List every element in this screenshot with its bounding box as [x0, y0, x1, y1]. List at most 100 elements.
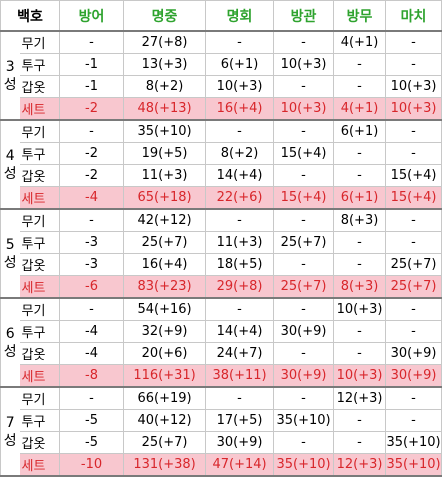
value-cell: 30(+9)	[385, 364, 442, 388]
value-cell: -	[385, 320, 442, 343]
set-total-row: 세트 -10 131(+38) 47(+14) 35(+10) 12(+3) 35(+10)	[1, 453, 442, 477]
table-body: 3 성 무기 -27(+8) - -4(+1) - 투구 -1 13(+3) 6(+1) 10(+3)…	[0, 30, 442, 477]
item-name-cell: 갑옷	[19, 164, 61, 187]
value-cell: 27(+8)	[123, 30, 207, 54]
header-cell-accuracy: 명중	[123, 0, 207, 32]
value-cell: -	[273, 75, 335, 98]
value-cell: 30(+9)	[385, 342, 442, 365]
value-cell: 11(+3)	[123, 164, 207, 187]
item-name-cell: 무기	[19, 30, 61, 54]
value-cell: -	[59, 386, 125, 410]
value-cell: -	[385, 142, 442, 165]
value-cell: -	[273, 253, 335, 276]
value-cell: -	[333, 231, 387, 254]
value-cell: -	[205, 208, 275, 232]
star-level-suffix: 성	[3, 254, 17, 271]
value-cell: -	[59, 119, 125, 143]
value-cell: 20(+6)	[123, 342, 207, 365]
value-cell: 32(+9)	[123, 320, 207, 343]
value-cell: 6(+1)	[205, 53, 275, 76]
value-cell: -1	[59, 53, 125, 76]
table-row: 투구 -4 32(+9) 14(+4) 30(+9) - -	[1, 320, 442, 343]
table-row: 갑옷 -5 25(+7) 30(+9) - -35(+10)	[1, 431, 442, 454]
item-name-cell: 세트	[19, 364, 61, 388]
table-row: 3 성 무기 -27(+8) - -4(+1) -	[0, 30, 442, 121]
value-cell: -	[333, 53, 387, 76]
item-name-cell: 투구	[19, 142, 61, 165]
value-cell: -	[59, 30, 125, 54]
value-cell: 38(+11)	[205, 364, 275, 388]
value-cell: 25(+7)	[123, 431, 207, 454]
item-name-cell: 세트	[19, 275, 61, 299]
star-level-number: 4	[5, 147, 15, 164]
value-cell: -	[385, 231, 442, 254]
star-level-number: 5	[5, 236, 15, 253]
set-total-row: 세트 -4 65(+18) 22(+6) 15(+4) 6(+1) 15(+4)	[1, 186, 442, 210]
value-cell: -6	[59, 275, 125, 299]
item-name-cell: 갑옷	[19, 253, 61, 276]
value-cell: 10(+3)	[333, 364, 387, 388]
item-name-cell: 무기	[19, 297, 61, 321]
table-row: 6 성 무기 -54(+16) - -10(+3) -	[0, 297, 442, 388]
value-cell: 54(+16)	[123, 297, 207, 321]
value-cell: -5	[59, 409, 125, 432]
value-cell: 10(+3)	[205, 75, 275, 98]
value-cell: -	[333, 342, 387, 365]
value-cell: 13(+3)	[123, 53, 207, 76]
set-total-row: 세트 -6 83(+23) 29(+8) 25(+7) 8(+3) 25(+7)	[1, 275, 442, 299]
set-total-row: 세트 -8 116(+31) 38(+11) 30(+9) 10(+3) 30(+9)	[1, 364, 442, 388]
value-cell: 16(+4)	[123, 253, 207, 276]
value-cell: -	[205, 119, 275, 143]
header-cell-evasion: 명회	[205, 0, 275, 32]
value-cell: -4	[59, 342, 125, 365]
value-cell: -	[333, 142, 387, 165]
table-row: 갑옷 -1 8(+2) 10(+3) - -10(+3)	[1, 75, 442, 98]
table-row: 4 성 무기 -35(+10) - -6(+1) -	[0, 119, 442, 210]
value-cell: -	[385, 386, 442, 410]
value-cell: -3	[59, 253, 125, 276]
value-cell: -	[273, 297, 335, 321]
value-cell: 17(+5)	[205, 409, 275, 432]
value-cell: 16(+4)	[205, 97, 275, 121]
value-cell: 19(+5)	[123, 142, 207, 165]
star-level-suffix: 성	[3, 343, 17, 360]
value-cell: -	[385, 53, 442, 76]
value-cell: 8(+3)	[333, 275, 387, 299]
value-cell: 14(+4)	[205, 320, 275, 343]
value-cell: 8(+2)	[123, 75, 207, 98]
value-cell: -	[385, 409, 442, 432]
item-name-cell: 투구	[19, 409, 61, 432]
table-row: 갑옷 -3 16(+4) 18(+5) - -25(+7)	[1, 253, 442, 276]
value-cell: 35(+10)	[123, 119, 207, 143]
value-cell: 4(+1)	[333, 97, 387, 121]
value-cell: 25(+7)	[273, 275, 335, 299]
value-cell: -	[333, 164, 387, 187]
table-row: 갑옷 -2 11(+3) 14(+4) - -15(+4)	[1, 164, 442, 187]
value-cell: 25(+7)	[123, 231, 207, 254]
value-cell: 15(+4)	[385, 164, 442, 187]
value-cell: 35(+10)	[273, 409, 335, 432]
value-cell: 10(+3)	[273, 97, 335, 121]
value-cell: 18(+5)	[205, 253, 275, 276]
value-cell: -	[273, 342, 335, 365]
value-cell: -	[385, 119, 442, 143]
value-cell: -	[333, 431, 387, 454]
value-cell: 116(+31)	[123, 364, 207, 388]
value-cell: -10	[59, 453, 125, 477]
value-cell: -	[205, 297, 275, 321]
header-row: 백호 방어 명중 명회 방관 방무 마치	[0, 0, 442, 32]
value-cell: 15(+4)	[385, 186, 442, 210]
item-name-cell: 무기	[19, 119, 61, 143]
value-cell: 11(+3)	[205, 231, 275, 254]
value-cell: -	[59, 297, 125, 321]
value-cell: 12(+3)	[333, 453, 387, 477]
item-name-cell: 갑옷	[19, 75, 61, 98]
value-cell: 47(+14)	[205, 453, 275, 477]
value-cell: 66(+19)	[123, 386, 207, 410]
value-cell: -5	[59, 431, 125, 454]
